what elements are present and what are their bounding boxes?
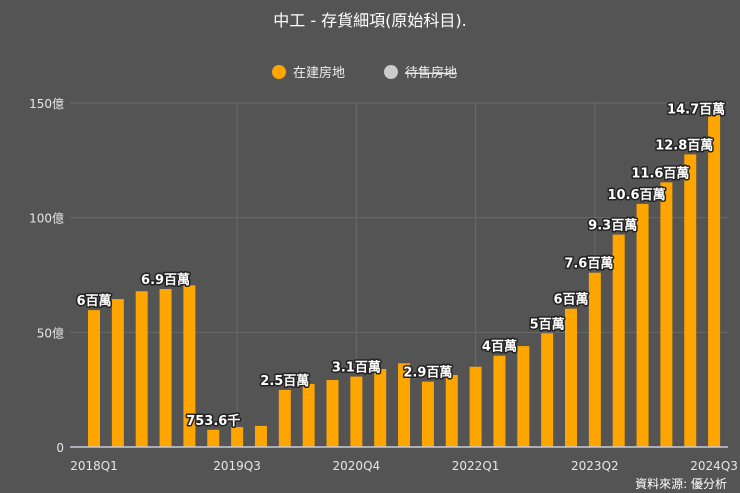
x-tick-label: 2019Q3 [213,459,261,473]
data-label: 2.9百萬 [403,365,452,381]
bar-2023Q3 [612,234,625,447]
y-tick-label: 0 [56,441,64,455]
bar-2023Q2 [588,272,601,447]
legend-label-0: 在建房地 [293,65,345,81]
bar-2020Q2 [302,383,315,447]
bar-2022Q2 [493,355,506,447]
bar-2022Q1 [469,366,482,447]
data-label: 5百萬 [530,316,565,332]
data-labels: 6百萬 6.9百萬 753.6千 2.5百萬 3.1百萬 2.9百萬 4百萬 5百萬 6百萬 7.… [75,100,727,430]
data-label: 6.9百萬 [141,272,190,288]
data-label: 7.6百萬 [564,256,613,272]
legend-item-0[interactable]: 在建房地 [272,65,345,81]
bar-2018Q2 [111,299,124,447]
bar-2023Q1 [565,308,577,447]
bar-2024Q3 [708,111,721,448]
bar-2018Q3 [135,291,148,447]
bar-2024Q1 [660,182,673,447]
bar-2023Q4 [636,203,649,447]
x-tick-label: 2022Q1 [452,459,500,473]
data-label: 753.6千 [186,413,240,429]
bar-2018Q4 [159,288,172,447]
data-label: 10.6百萬 [608,187,666,203]
data-label: 12.8百萬 [655,137,713,153]
bar-2021Q2 [398,363,411,447]
y-tick-label: 100億 [29,212,64,226]
x-tick-label: 2024Q3 [690,459,738,473]
x-tick-label: 2020Q4 [333,459,381,473]
bar-2019Q1 [183,285,196,447]
bar-2022Q4 [541,333,554,447]
data-label: 9.3百萬 [588,218,637,234]
bar-2019Q3 [231,427,244,447]
legend-item-1[interactable]: 待售房地 [384,65,457,81]
y-axis: 0 50億 100億 150億 [29,97,64,455]
legend-label-1: 待售房地 [405,65,457,81]
legend-marker-0 [272,65,286,79]
x-tick-label: 2023Q2 [571,459,619,473]
data-label: 6百萬 [553,292,588,308]
data-label: 14.7百萬 [667,102,725,118]
bar-2018Q1 [88,310,100,447]
bar-2019Q4 [254,425,267,447]
bar-2020Q4 [350,376,363,447]
bar-2021Q4 [445,374,458,447]
data-label: 2.5百萬 [260,373,309,389]
chart-title: 中工 - 存貨細項(原始科目). [273,11,467,30]
x-tick-label: 2018Q1 [70,459,118,473]
y-tick-label: 50億 [37,326,64,340]
legend: 在建房地 待售房地 [272,65,457,81]
data-label: 6百萬 [76,293,111,309]
bar-2024Q2 [684,154,697,447]
bar-2022Q3 [517,346,530,447]
source-note: 資料來源: 優分析 [635,477,727,491]
x-axis: 2018Q1 2019Q3 2020Q4 2022Q1 2023Q2 2024Q3 [70,446,738,473]
bar-2020Q1 [278,389,291,447]
bar-2020Q3 [326,380,339,447]
bar-2019Q2 [207,429,220,447]
y-tick-label: 150億 [29,97,64,111]
data-label: 3.1百萬 [332,360,381,376]
bars [88,111,721,448]
bar-2021Q3 [421,381,434,447]
data-label: 11.6百萬 [631,165,689,181]
bar-2021Q1 [374,369,387,447]
data-label: 4百萬 [482,339,517,355]
legend-marker-1 [384,65,398,79]
